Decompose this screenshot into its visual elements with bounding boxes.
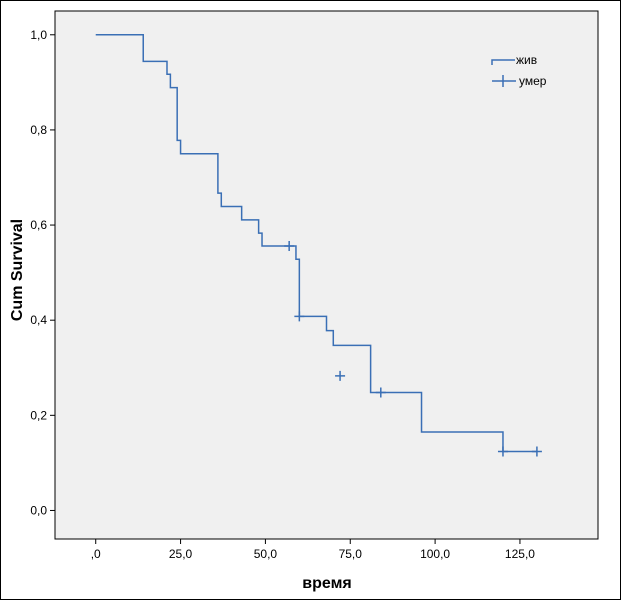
y-tick-label: 0,2 [30,408,47,422]
y-tick-label: 0,4 [30,313,47,327]
x-tick-label: 50,0 [254,547,278,561]
x-tick-label: ,0 [91,547,101,561]
x-tick-label: 100,0 [420,547,450,561]
censored-mark [497,446,508,457]
x-tick-label: 75,0 [339,547,363,561]
legend: жив умер [491,53,547,88]
censored-mark [375,387,386,398]
censored-mark [294,311,305,322]
plot-area [54,10,599,540]
legend-label-0: жив [516,53,537,67]
censored-mark [335,370,346,381]
y-axis-ticks: 0,0 0,2 0,4 0,6 0,8 1,0 [30,28,55,517]
y-tick-label: 0,6 [30,218,47,232]
x-axis-title: время [302,575,351,592]
censored-marks [284,240,542,457]
censored-mark [284,240,295,251]
x-axis-ticks: ,0 25,0 50,0 75,0 100,0 125,0 [91,539,535,561]
legend-line-sample [491,59,515,65]
survival-step-line [95,34,537,453]
x-tick-label: 25,0 [169,547,193,561]
y-axis-title: Cum Survival [9,219,26,321]
y-tick-label: 0,8 [30,123,47,137]
legend-label-1: умер [519,74,547,88]
x-tick-label: 125,0 [505,547,535,561]
y-tick-label: 0,0 [30,503,47,517]
censored-mark [531,446,542,457]
y-tick-label: 1,0 [30,28,47,42]
